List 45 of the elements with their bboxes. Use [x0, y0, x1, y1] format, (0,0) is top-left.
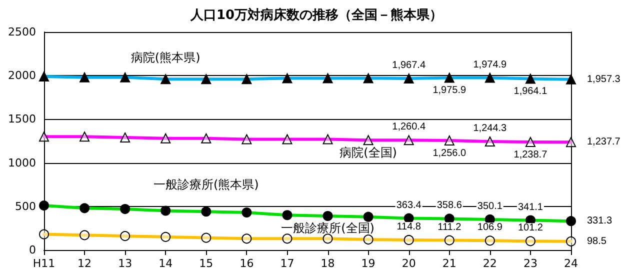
- x-tick-label: 20: [402, 257, 416, 270]
- data-label: 350.1: [477, 200, 503, 212]
- data-label: 1,256.0: [432, 148, 466, 159]
- data-label: 1,975.9: [432, 85, 466, 96]
- x-tick-label: 23: [523, 257, 538, 270]
- y-tick-label: 500: [15, 200, 36, 213]
- y-tick-label: 2000: [8, 69, 36, 82]
- data-label: 98.5: [587, 236, 607, 247]
- x-tick-label: 17: [280, 257, 294, 270]
- data-label: 111.2: [438, 222, 462, 233]
- data-label: 341.1: [518, 202, 544, 213]
- data-label: 114.8: [396, 221, 422, 232]
- data-label: 101.2: [518, 222, 544, 234]
- series-label: 一般診療所(熊本県): [153, 178, 259, 192]
- series-label: 病院(熊本県): [130, 50, 200, 64]
- x-tick-label: 22: [482, 257, 497, 270]
- chart-title: 人口10万対病床数の推移（全国－熊本県）: [189, 7, 443, 23]
- x-tick-label: 21: [442, 257, 456, 270]
- x-tick-label: 16: [240, 257, 254, 270]
- data-label: 1,238.7: [514, 149, 548, 160]
- x-tick-label: 12: [78, 257, 92, 270]
- x-tick-label: 15: [199, 257, 214, 270]
- data-label: 1,244.3: [473, 122, 508, 134]
- y-tick-label: 2500: [8, 26, 36, 38]
- data-label: 106.9: [477, 222, 503, 234]
- data-label: 331.3: [587, 216, 612, 227]
- series-label: 病院(全国): [340, 145, 397, 160]
- data-label: 1,957.3: [587, 74, 621, 85]
- x-tick-label: 18: [320, 257, 335, 270]
- data-label: 1,964.1: [514, 86, 548, 98]
- x-tick-label: 19: [361, 257, 376, 270]
- data-label: 358.6: [436, 200, 462, 212]
- series-label: 一般診療所(全国): [281, 221, 374, 236]
- x-tick-label: 24: [564, 257, 578, 270]
- data-label: 1,260.4: [392, 122, 426, 133]
- data-label: 1,967.4: [392, 60, 426, 71]
- y-tick-label: 1500: [8, 112, 36, 126]
- data-label: 1,237.7: [587, 136, 621, 148]
- y-tick-label: 0: [29, 244, 36, 256]
- x-tick-label: H11: [32, 257, 56, 270]
- data-label: 1,974.9: [473, 59, 508, 70]
- x-tick-label: 13: [118, 257, 132, 270]
- y-tick-label: 1000: [8, 156, 36, 170]
- data-label: 363.4: [396, 200, 422, 211]
- x-tick-label: 14: [158, 257, 173, 270]
